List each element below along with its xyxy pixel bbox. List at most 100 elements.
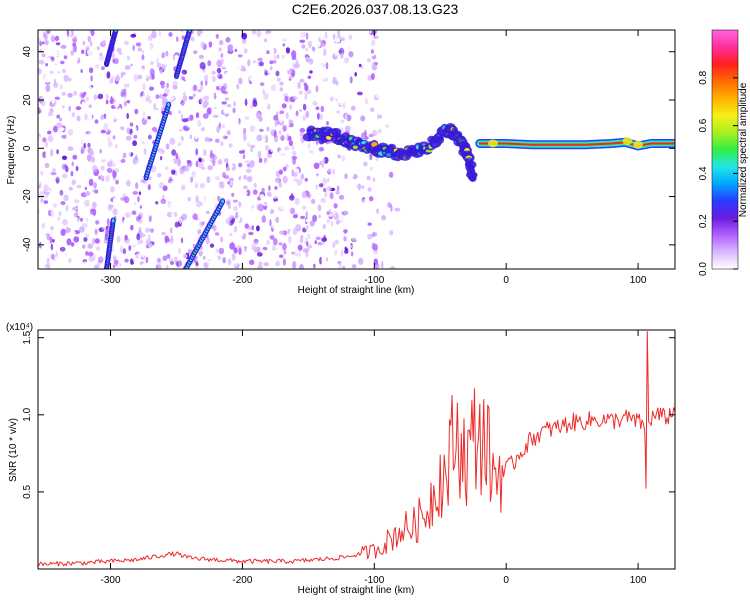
noise-speckle xyxy=(233,67,237,72)
noise-speckle xyxy=(298,160,302,168)
noise-speckle xyxy=(70,170,74,177)
noise-speckle xyxy=(363,161,368,167)
noise-speckle xyxy=(66,238,72,246)
noise-speckle xyxy=(79,226,85,233)
noise-speckle xyxy=(314,93,319,100)
noise-speckle xyxy=(81,101,87,109)
noise-speckle xyxy=(58,210,62,216)
noise-speckle xyxy=(73,77,79,83)
noise-speckle xyxy=(292,261,297,269)
noise-speckle xyxy=(278,182,283,188)
noise-speckle xyxy=(309,70,313,74)
noise-speckle xyxy=(113,119,117,123)
noise-speckle xyxy=(214,176,220,181)
noise-speckle xyxy=(243,174,248,180)
noise-speckle xyxy=(276,111,279,118)
noise-speckle xyxy=(66,97,71,106)
noise-speckle xyxy=(372,243,378,251)
noise-speckle xyxy=(249,163,255,169)
noise-speckle xyxy=(347,93,351,99)
noise-speckle xyxy=(86,97,89,101)
noise-speckle xyxy=(274,167,279,172)
noise-speckle xyxy=(41,53,46,58)
noise-speckle xyxy=(120,246,123,254)
noise-speckle xyxy=(43,199,49,204)
noise-speckle xyxy=(94,264,100,269)
noise-speckle xyxy=(288,85,294,89)
noise-speckle xyxy=(140,167,147,173)
noise-speckle xyxy=(287,135,292,141)
noise-speckle xyxy=(141,37,146,45)
noise-speckle xyxy=(38,109,43,114)
noise-speckle xyxy=(83,261,87,266)
noise-speckle xyxy=(269,218,272,227)
noise-speckle xyxy=(317,242,323,246)
noise-speckle xyxy=(162,255,168,261)
noise-speckle xyxy=(336,185,340,192)
noise-speckle xyxy=(370,49,374,54)
noise-speckle xyxy=(247,103,251,108)
noise-speckle xyxy=(149,86,154,91)
noise-speckle xyxy=(182,171,189,178)
noise-speckle xyxy=(135,30,141,35)
noise-speckle xyxy=(242,154,246,160)
noise-speckle xyxy=(231,78,237,85)
noise-speckle xyxy=(86,50,91,55)
noise-speckle xyxy=(121,147,127,153)
noise-speckle xyxy=(150,171,156,177)
noise-speckle xyxy=(315,65,321,71)
noise-speckle xyxy=(274,177,279,183)
noise-speckle xyxy=(197,88,202,93)
colorbar-tick-label: 0.6 xyxy=(698,118,709,132)
noise-speckle xyxy=(101,70,108,76)
noise-speckle xyxy=(75,225,79,231)
noise-speckle xyxy=(325,198,329,203)
noise-speckle xyxy=(251,263,258,268)
noise-speckle xyxy=(281,36,287,40)
noise-speckle xyxy=(377,36,382,43)
noise-speckle xyxy=(273,114,278,121)
colorbar-tick-label: 0.2 xyxy=(698,214,709,228)
noise-speckle xyxy=(57,161,62,168)
noise-speckle xyxy=(284,190,289,197)
noise-speckle xyxy=(296,134,302,141)
noise-speckle xyxy=(304,177,308,182)
noise-speckle xyxy=(197,188,201,196)
noise-speckle xyxy=(163,262,167,268)
noise-speckle xyxy=(94,119,99,124)
noise-speckle xyxy=(269,144,274,153)
noise-speckle xyxy=(64,232,69,239)
noise-speckle xyxy=(336,43,341,50)
noise-speckle xyxy=(227,265,234,269)
noise-speckle xyxy=(189,114,194,121)
noise-speckle xyxy=(168,110,172,116)
noise-speckle xyxy=(288,140,294,147)
noise-speckle xyxy=(174,221,179,228)
noise-speckle xyxy=(270,66,273,71)
noise-speckle xyxy=(374,180,379,187)
noise-speckle xyxy=(149,91,153,98)
noise-speckle xyxy=(302,248,309,253)
noise-speckle xyxy=(268,185,271,191)
noise-speckle xyxy=(201,135,205,140)
noise-speckle xyxy=(295,110,299,117)
noise-speckle xyxy=(43,30,47,35)
noise-speckle xyxy=(71,179,77,186)
noise-speckle xyxy=(87,224,92,231)
noise-speckle xyxy=(78,153,81,160)
noise-speckle xyxy=(70,231,76,235)
noise-speckle xyxy=(340,119,345,124)
noise-speckle xyxy=(276,48,282,52)
x-tick-label: 0 xyxy=(503,575,509,586)
noise-speckle xyxy=(145,67,150,72)
noise-speckle xyxy=(188,228,195,232)
noise-speckle xyxy=(44,33,48,41)
noise-speckle xyxy=(179,131,185,137)
noise-speckle xyxy=(135,84,140,92)
noise-speckle xyxy=(189,43,194,48)
noise-speckle xyxy=(159,156,163,161)
noise-speckle xyxy=(140,95,145,103)
noise-speckle xyxy=(342,210,349,216)
noise-speckle xyxy=(342,102,346,109)
noise-speckle xyxy=(196,227,199,232)
